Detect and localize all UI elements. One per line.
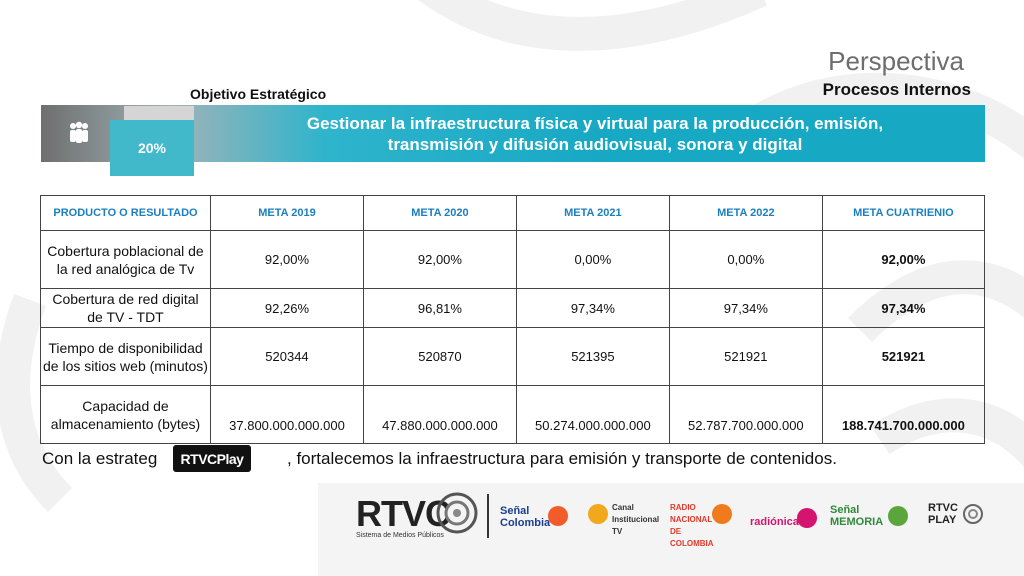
cell-total: 521921 [821, 327, 986, 386]
cell-value: 92,26% [210, 288, 364, 328]
rtvc-swirl-icon [436, 492, 478, 534]
rtvc-tagline: Sistema de Medios Públicos [356, 532, 444, 539]
cell-value: 97,34% [515, 288, 670, 328]
objective-label: Objetivo Estratégico [190, 86, 327, 102]
goals-table: PRODUCTO O RESULTADO META 2019 META 2020… [40, 195, 986, 444]
cell-value: 521395 [515, 327, 670, 386]
canal-institucional-icon [588, 504, 608, 524]
rtvc-logo-text: RTVC [356, 493, 451, 534]
cell-total: 97,34% [821, 288, 986, 328]
senal-colombia-logo: Señal Colombia [500, 505, 551, 529]
rtvc-play-swirl-icon [963, 504, 983, 524]
perspective-title: Perspectiva [828, 46, 964, 76]
cell-total: 92,00% [821, 230, 986, 289]
cell-value: 47.880.000.000.000 [362, 385, 517, 444]
table-header-row: PRODUCTO O RESULTADO META 2019 META 2020… [40, 195, 986, 231]
footer-divider [487, 494, 489, 538]
people-group-icon [70, 121, 88, 143]
cell-value: 92,00% [210, 230, 364, 289]
header-producto: PRODUCTO O RESULTADO [40, 195, 211, 231]
cell-value: 520870 [362, 327, 517, 386]
cell-value: 92,00% [362, 230, 517, 289]
cell-value: 0,00% [668, 230, 823, 289]
radio-nacional-icon [712, 504, 732, 524]
cell-total: 188.741.700.000.000 [821, 385, 986, 444]
header-meta-2020: META 2020 [362, 195, 517, 231]
header-meta-2021: META 2021 [515, 195, 670, 231]
header-meta-cuatrienio: META CUATRIENIO [821, 195, 986, 231]
radionica-logo: radiónica [750, 516, 799, 528]
rtvc-play-footer-logo: RTVC PLAY [928, 502, 958, 526]
cell-value: 50.274.000.000.000 [515, 385, 670, 444]
row-name: Cobertura poblacional de la red analógic… [40, 230, 211, 289]
strategy-text-suffix: , fortalecemos la infraestructura para e… [287, 449, 837, 468]
row-name: Capacidad de almacenamiento (bytes) [40, 385, 211, 444]
header-meta-2022: META 2022 [668, 195, 823, 231]
row-name: Cobertura de red digital de TV - TDT [40, 288, 211, 328]
senal-colombia-icon [548, 506, 568, 526]
rtvc-play-logo: RTVCPlay [173, 445, 251, 472]
objective-text: Gestionar la infraestructura física y vi… [306, 114, 884, 154]
radionica-icon [797, 508, 817, 528]
cell-value: 520344 [210, 327, 364, 386]
cell-value: 96,81% [362, 288, 517, 328]
footer-logos-bar [318, 483, 1024, 576]
cell-value: 521921 [668, 327, 823, 386]
cell-value: 97,34% [668, 288, 823, 328]
row-name: Tiempo de disponibilidad de los sitios w… [40, 327, 211, 386]
table-row: Cobertura de red digital de TV - TDT 92,… [40, 288, 986, 328]
table-row: Tiempo de disponibilidad de los sitios w… [40, 327, 986, 386]
perspective-subtitle: Procesos Internos [822, 80, 971, 99]
cell-value: 0,00% [515, 230, 670, 289]
senal-memoria-icon [888, 506, 908, 526]
canal-institucional-logo: Canal Institucional TV [612, 503, 660, 536]
senal-memoria-logo: Señal MEMORIA [830, 504, 884, 528]
rtvc-logo: RTVC Sistema de Medios Públicos [356, 493, 451, 540]
table-row: Cobertura poblacional de la red analógic… [40, 230, 986, 289]
cell-value: 52.787.700.000.000 [668, 385, 823, 444]
table-row: Capacidad de almacenamiento (bytes) 37.8… [40, 385, 986, 444]
radio-nacional-logo: RADIO NACIONAL DE COLOMBIA [670, 503, 714, 548]
objective-banner [41, 105, 985, 162]
percentage-tab [124, 106, 194, 120]
strategy-text-prefix: Con la estrateg [42, 449, 158, 468]
percentage-badge: 20% [110, 120, 194, 176]
cell-value: 37.800.000.000.000 [210, 385, 364, 444]
header-meta-2019: META 2019 [210, 195, 364, 231]
